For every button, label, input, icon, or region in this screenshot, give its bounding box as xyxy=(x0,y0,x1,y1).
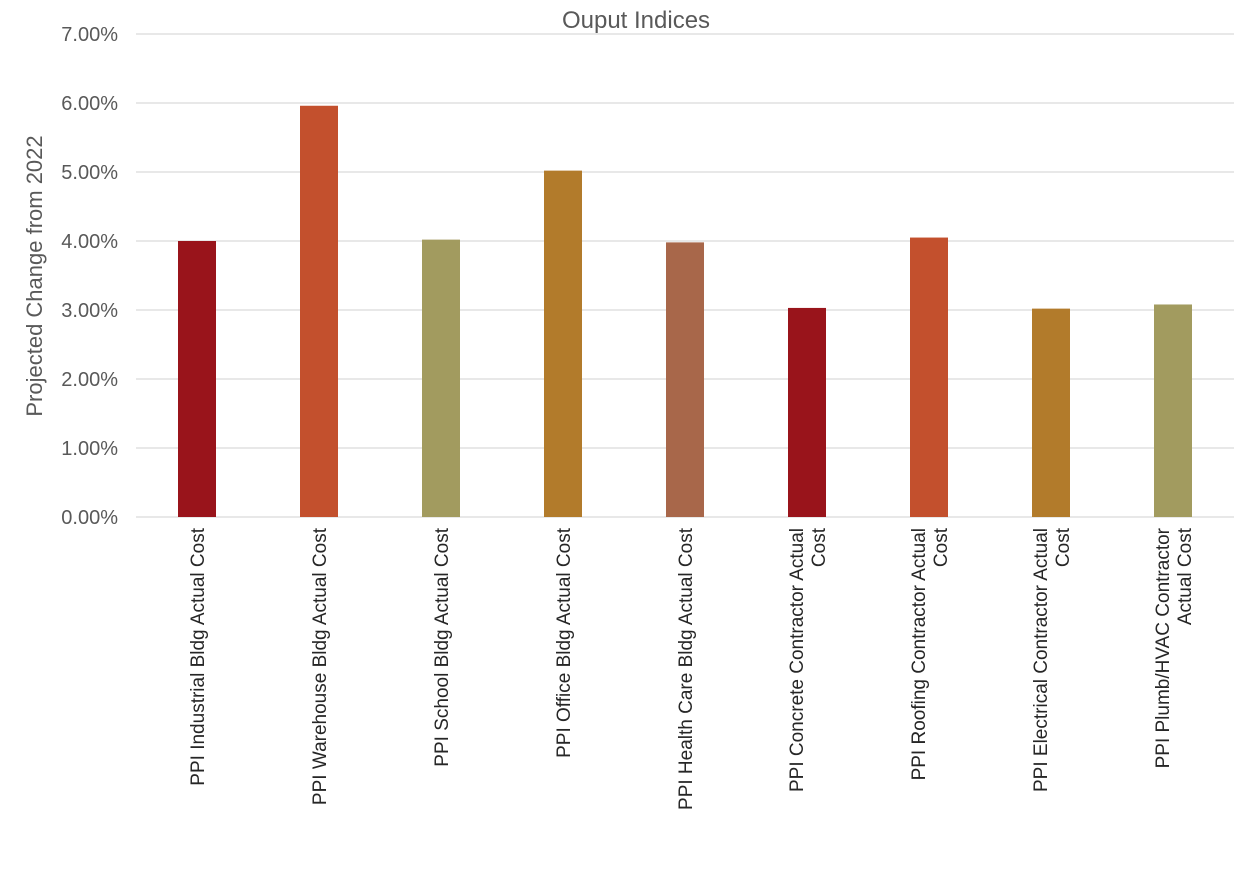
x-tick-label: PPI Electrical Contractor Actual xyxy=(1031,528,1052,792)
y-tick-label: 2.00% xyxy=(61,369,118,391)
x-tick-label: PPI Plumb/HVAC Contractor xyxy=(1153,527,1174,768)
y-tick-label: 1.00% xyxy=(61,438,118,460)
x-tick-label: Cost xyxy=(931,527,952,567)
x-tick-label: PPI Roofing Contractor Actual xyxy=(909,528,930,780)
y-axis-label: Projected Change from 2022 xyxy=(22,135,47,416)
x-tick-label: PPI Health Care Bldg Actual Cost xyxy=(676,527,697,810)
x-tick-label: Cost xyxy=(809,527,830,567)
chart-title: Ouput Indices xyxy=(562,7,710,34)
bar xyxy=(788,307,826,517)
bar xyxy=(910,237,948,518)
bar xyxy=(1154,304,1192,517)
x-tick-label: PPI Industrial Bldg Actual Cost xyxy=(188,527,209,785)
bar xyxy=(544,170,582,517)
bars xyxy=(178,105,1192,518)
bar xyxy=(300,105,338,517)
bar xyxy=(1032,308,1070,517)
y-tick-label: 4.00% xyxy=(61,231,118,253)
y-tick-label: 6.00% xyxy=(61,93,118,115)
y-tick-label: 0.00% xyxy=(61,507,118,529)
x-tick-label: PPI Warehouse Bldg Actual Cost xyxy=(310,527,331,805)
x-tick-label: PPI School Bldg Actual Cost xyxy=(432,527,453,766)
x-tick-label: PPI Concrete Contractor Actual xyxy=(787,528,808,792)
y-tick-label: 5.00% xyxy=(61,162,118,184)
x-tick-label: PPI Office Bldg Actual Cost xyxy=(554,527,575,758)
y-tick-label: 7.00% xyxy=(61,24,118,46)
bar xyxy=(666,242,704,517)
x-tick-label: Actual Cost xyxy=(1175,527,1196,625)
y-axis-ticks: 0.00% 1.00% 2.00% 3.00% 4.00% 5.00% 6.00% 7.00% xyxy=(61,24,118,529)
bar xyxy=(178,241,216,517)
x-tick-label: Cost xyxy=(1053,527,1074,567)
bar xyxy=(422,239,460,517)
x-axis-ticks: PPI Industrial Bldg Actual Cost PPI Wareh… xyxy=(188,527,1196,810)
y-tick-label: 3.00% xyxy=(61,300,118,322)
